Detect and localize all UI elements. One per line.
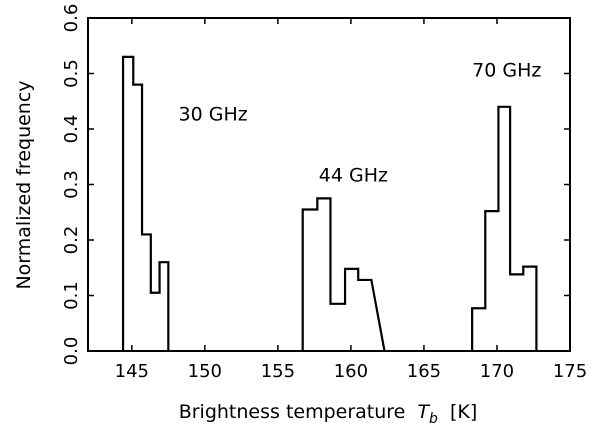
annotation-0: 30 GHz bbox=[179, 104, 248, 126]
x-tick-label: 175 bbox=[553, 361, 587, 382]
tick-labels: 145 150 155 160 165 170 175 0.0 0.1 0.2 0.3 0.4 0.5 0… bbox=[61, 4, 587, 382]
axis-ticks bbox=[88, 17, 571, 352]
x-axis-title-text: Brightness temperature bbox=[179, 401, 406, 423]
x-tick-label: 170 bbox=[480, 361, 514, 382]
x-tick-label: 150 bbox=[188, 361, 222, 382]
hist-series-1 bbox=[301, 197, 386, 352]
y-tick-label: 0.5 bbox=[61, 59, 82, 88]
hist-series-2 bbox=[471, 105, 538, 351]
annotation-2: 70 GHz bbox=[472, 59, 541, 81]
x-tick-label: 160 bbox=[334, 361, 368, 382]
x-axis-subscript: b bbox=[429, 411, 438, 425]
x-axis-symbol: T bbox=[417, 401, 430, 423]
x-tick-label: 145 bbox=[115, 361, 149, 382]
y-axis-title: Normalized frequency bbox=[13, 80, 35, 289]
annotations: 30 GHz 44 GHz 70 GHz bbox=[179, 59, 542, 186]
x-axis-title: Brightness temperature Tb [K] bbox=[179, 401, 478, 425]
y-tick-label: 0.6 bbox=[61, 4, 82, 33]
hist-series-0 bbox=[121, 55, 170, 351]
y-tick-label: 0.4 bbox=[61, 115, 82, 144]
y-tick-label: 0.1 bbox=[61, 281, 82, 310]
x-tick-label: 165 bbox=[407, 361, 441, 382]
y-tick-label: 0.2 bbox=[61, 226, 82, 255]
x-tick-label: 155 bbox=[261, 361, 295, 382]
annotation-1: 44 GHz bbox=[319, 165, 388, 187]
y-tick-label: 0.3 bbox=[61, 170, 82, 199]
y-tick-label: 0.0 bbox=[61, 337, 82, 366]
x-axis-unit: [K] bbox=[450, 401, 477, 423]
